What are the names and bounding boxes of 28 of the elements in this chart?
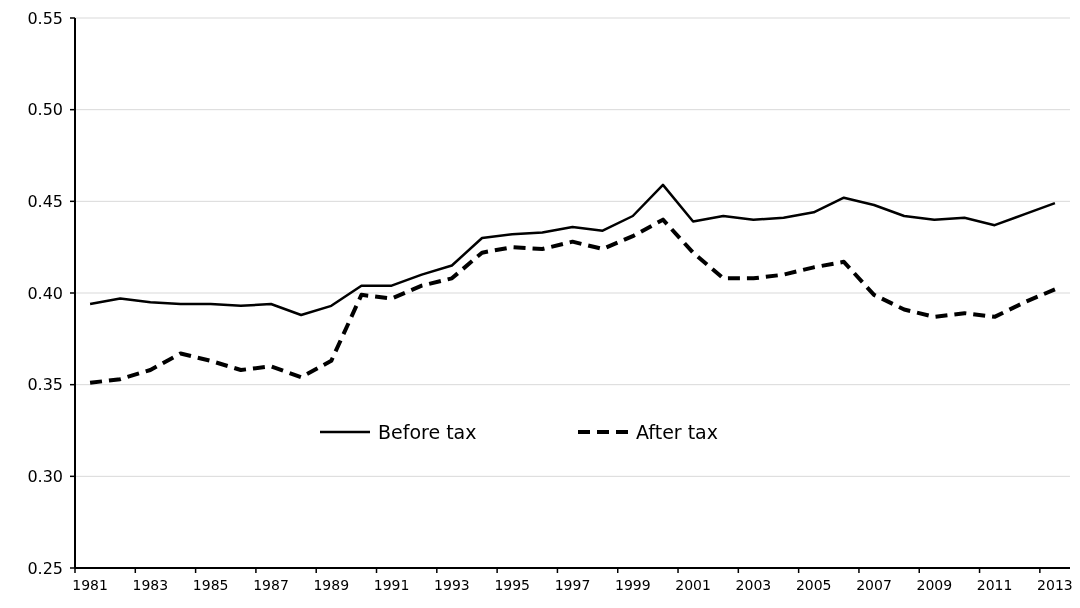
x-tick-label: 2009 bbox=[916, 577, 953, 593]
y-tick-label: 0.30 bbox=[27, 466, 63, 486]
x-tick-label: 1989 bbox=[313, 577, 350, 593]
x-tick-label: 1995 bbox=[494, 577, 531, 593]
legend-label: Before tax bbox=[378, 420, 477, 443]
x-tick-label: 1997 bbox=[554, 577, 591, 593]
y-tick-label: 0.50 bbox=[27, 100, 63, 120]
x-tick-label: 2005 bbox=[795, 577, 832, 593]
x-tick-label: 1991 bbox=[373, 577, 410, 593]
x-tick-label: 2007 bbox=[856, 577, 892, 593]
x-tick-label: 1983 bbox=[132, 577, 169, 593]
x-tick-label: 2003 bbox=[735, 577, 772, 593]
x-tick-label: 1985 bbox=[192, 577, 229, 593]
y-tick-label: 0.55 bbox=[27, 8, 63, 28]
x-tick-label: 1987 bbox=[253, 577, 289, 593]
x-tick-label: 1981 bbox=[72, 577, 108, 593]
line-series bbox=[88, 217, 1057, 385]
y-tick-label: 0.45 bbox=[27, 191, 63, 211]
y-tick-label: 0.25 bbox=[27, 558, 63, 578]
x-tick-label: 2001 bbox=[675, 577, 711, 593]
legend-label: After tax bbox=[636, 420, 719, 443]
x-tick-label: 2011 bbox=[976, 577, 1013, 593]
y-tick-label: 0.40 bbox=[27, 283, 63, 303]
x-tick-label: 1999 bbox=[614, 577, 651, 593]
x-tick-label: 2013 bbox=[1037, 577, 1073, 593]
x-tick-label: 1993 bbox=[434, 577, 470, 593]
y-tick-label: 0.35 bbox=[27, 375, 63, 395]
line-series bbox=[88, 183, 1057, 317]
